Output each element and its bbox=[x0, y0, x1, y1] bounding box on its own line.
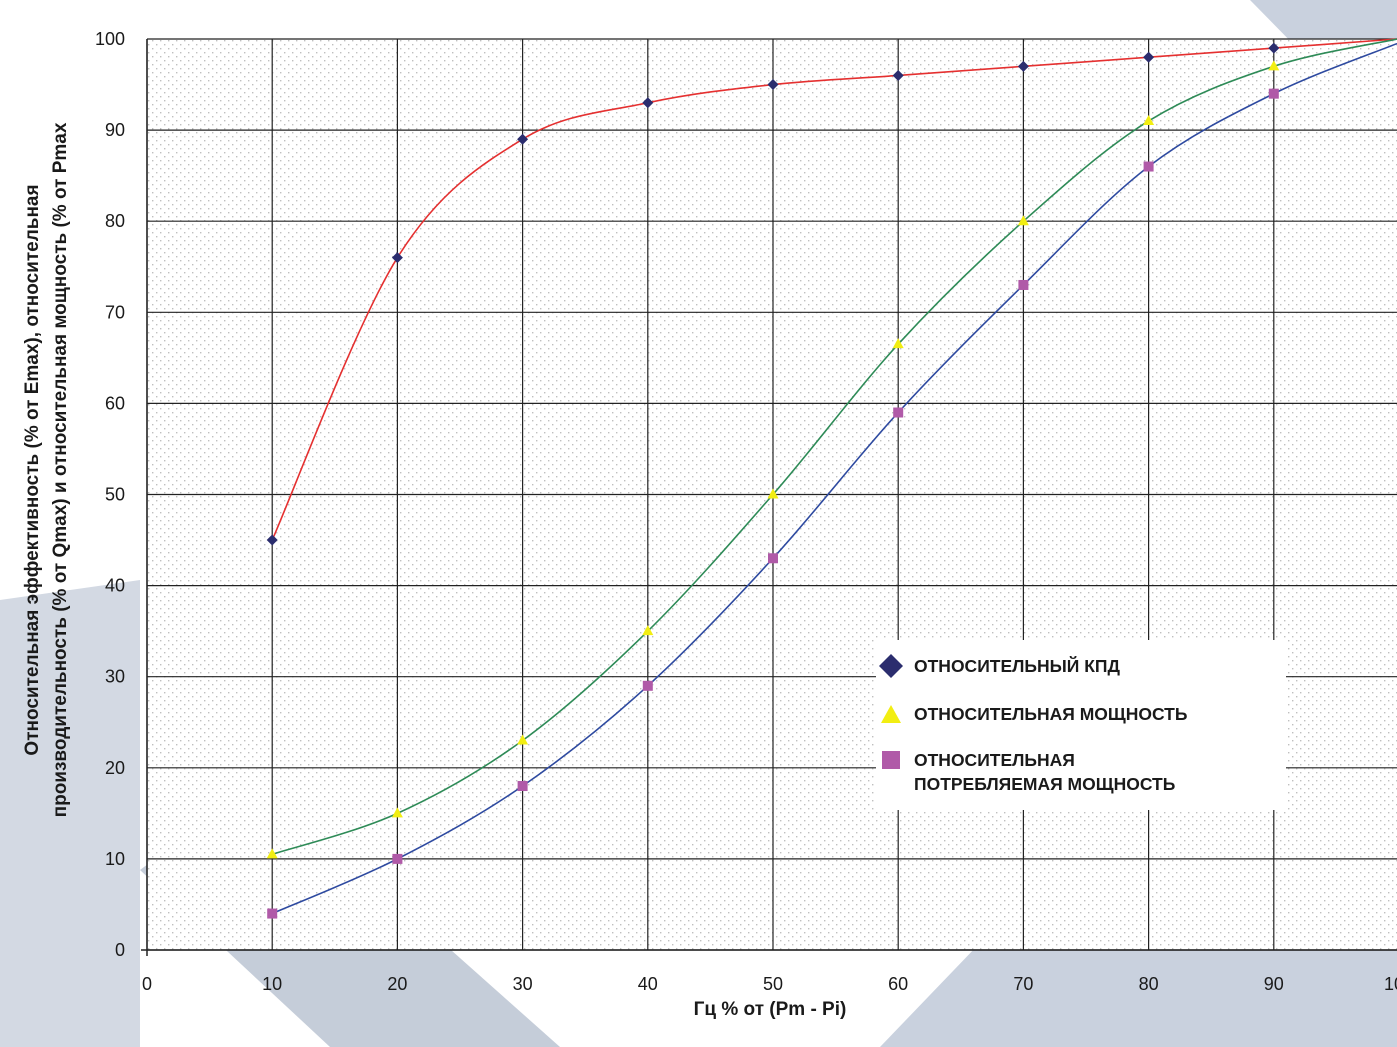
data-point-power bbox=[1017, 215, 1029, 226]
data-point-power bbox=[767, 488, 779, 499]
y-tick-label: 60 bbox=[105, 393, 125, 413]
y-tick-label: 50 bbox=[105, 485, 125, 505]
x-tick-label: 20 bbox=[387, 974, 407, 994]
data-point-power bbox=[391, 807, 403, 818]
y-tick-label: 0 bbox=[115, 940, 125, 960]
series-line bbox=[271, 38, 1397, 541]
data-point-efficiency bbox=[1268, 42, 1280, 54]
data-point-efficiency bbox=[1143, 51, 1155, 63]
legend-label-power: ОТНОСИТЕЛЬНАЯ МОЩНОСТЬ bbox=[914, 704, 1188, 724]
y-tick-label: 100 bbox=[95, 29, 125, 49]
y-tick-label: 70 bbox=[105, 302, 125, 322]
data-point-consumed-power bbox=[1143, 161, 1154, 172]
data-point-power bbox=[1268, 60, 1280, 71]
x-tick-label: 50 bbox=[763, 974, 783, 994]
data-point-efficiency bbox=[892, 69, 904, 81]
data-point-power bbox=[266, 848, 278, 859]
series-lines bbox=[271, 38, 1397, 915]
x-tick-label: 30 bbox=[513, 974, 533, 994]
series-line bbox=[271, 38, 1397, 856]
axis-labels: 0 10 20 30 40 50 60 70 80 90 100 0 10 20 30 40 50 60 70 80 9… bbox=[22, 29, 1397, 1020]
legend-item-power: ОТНОСИТЕЛЬНАЯ МОЩНОСТЬ bbox=[876, 702, 1187, 726]
data-point-efficiency bbox=[1017, 60, 1029, 72]
data-point-power bbox=[1143, 114, 1155, 125]
data-point-consumed-power bbox=[768, 553, 778, 564]
x-tick-label: 100 bbox=[1384, 974, 1397, 994]
legend-label-efficiency: ОТНОСИТЕЛЬНЫЙ КПД bbox=[914, 656, 1120, 676]
data-point-efficiency bbox=[266, 534, 278, 546]
series-markers bbox=[266, 42, 1280, 919]
data-point-consumed-power bbox=[642, 680, 653, 691]
data-point-power bbox=[642, 625, 654, 636]
legend-label-consumed-power-line2: ПОТРЕБЛЯЕМАЯ МОЩНОСТЬ bbox=[914, 774, 1176, 794]
data-point-consumed-power bbox=[267, 908, 278, 919]
x-tick-label: 90 bbox=[1264, 974, 1284, 994]
legend-label-consumed-power: ОТНОСИТЕЛЬНАЯ ПОТРЕБЛЯЕМАЯ МОЩНОСТЬ bbox=[914, 748, 1175, 796]
x-axis-title: Гц % от (Pm - Pi) bbox=[694, 999, 847, 1020]
data-point-efficiency bbox=[517, 133, 529, 145]
x-tick-label: 60 bbox=[888, 974, 908, 994]
y-tick-label: 10 bbox=[105, 849, 125, 869]
y-tick-label: 80 bbox=[105, 211, 125, 231]
y-tick-label: 30 bbox=[105, 667, 125, 687]
x-tick-label: 80 bbox=[1139, 974, 1159, 994]
square-icon bbox=[876, 748, 906, 772]
data-point-consumed-power bbox=[1018, 279, 1029, 290]
y-tick-label: 90 bbox=[105, 120, 125, 140]
y-tick-label: 40 bbox=[105, 576, 125, 596]
data-point-consumed-power bbox=[517, 781, 528, 792]
data-point-efficiency bbox=[767, 79, 779, 91]
triangle-icon bbox=[876, 702, 906, 726]
legend-item-efficiency: ОТНОСИТЕЛЬНЫЙ КПД bbox=[876, 654, 1120, 678]
data-point-efficiency bbox=[391, 252, 403, 264]
legend-label-consumed-power-line1: ОТНОСИТЕЛЬНАЯ bbox=[914, 750, 1075, 770]
legend: ОТНОСИТЕЛЬНЫЙ КПД ОТНОСИТЕЛЬНАЯ МОЩНОСТЬ… bbox=[876, 640, 1286, 810]
legend-item-consumed-power: ОТНОСИТЕЛЬНАЯ ПОТРЕБЛЯЕМАЯ МОЩНОСТЬ bbox=[876, 748, 1175, 796]
x-tick-label: 0 bbox=[142, 974, 152, 994]
series-line bbox=[271, 42, 1397, 915]
axes bbox=[141, 39, 1397, 956]
data-point-power bbox=[517, 734, 529, 745]
data-point-consumed-power bbox=[1268, 88, 1279, 99]
y-axis-title-line: производительность (% от Qmax) и относит… bbox=[50, 122, 71, 817]
diamond-icon bbox=[876, 654, 906, 678]
data-point-consumed-power bbox=[392, 853, 403, 864]
x-tick-label: 40 bbox=[638, 974, 658, 994]
data-point-efficiency bbox=[642, 97, 654, 109]
x-tick-label: 10 bbox=[262, 974, 282, 994]
y-tick-label: 20 bbox=[105, 758, 125, 778]
x-tick-label: 70 bbox=[1013, 974, 1033, 994]
data-point-power bbox=[892, 338, 904, 349]
y-axis-title-line: Относительная эффективность (% от Emax),… bbox=[22, 184, 43, 755]
data-point-consumed-power bbox=[893, 407, 904, 418]
